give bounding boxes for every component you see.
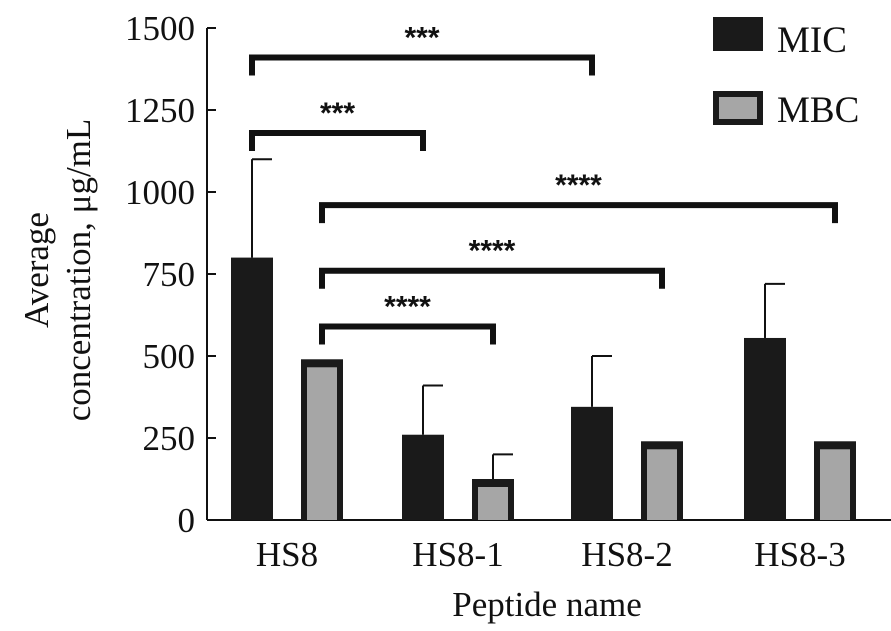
tick-labels: 0 250 500 750 1000 1250 1500 HS8 HS8-1 HS8-2 HS8-3 [125,9,846,574]
bar-mic-hs8-3 [744,337,786,520]
significance-brackets: ****************** [249,22,838,345]
bar-mic-hs8-2 [571,406,613,520]
y-tick-label: 1250 [125,91,195,130]
y-tick-label: 750 [143,255,196,294]
significance-label: **** [469,235,516,268]
legend-swatch-fill-mbc [719,97,757,119]
x-tick-label: HS8-2 [581,535,672,574]
x-tick-label: HS8-1 [412,535,503,574]
y-tick-label: 500 [143,337,196,376]
significance-label: **** [555,169,602,202]
y-tick-label: 1000 [125,173,195,212]
significance-bracket [319,267,665,289]
y-tick-label: 1500 [125,9,195,48]
legend-label-mbc: MBC [777,90,859,131]
significance-bracket [319,323,496,345]
significance-label: *** [320,97,355,130]
y-axis-title-line1: Average [17,212,56,328]
error-bars [251,158,785,479]
bar-fill-mbc-hs8-3 [820,449,850,520]
legend-label-mic: MIC [777,20,847,61]
x-tick-label: HS8 [256,535,318,574]
bar-mic-hs8-1 [402,434,444,520]
significance-bracket [249,129,426,151]
bar-fill-mbc-hs8-1 [478,487,508,520]
significance-label: *** [404,22,439,55]
significance-bracket [319,202,838,224]
bar-fill-mbc-hs8-2 [647,449,677,520]
y-axis-title-line2: concentration, μg/mL [59,119,98,422]
bar-fill-mbc-hs8 [307,367,337,520]
legend-swatch-mic [713,17,763,51]
bar-mic-hs8 [231,257,273,520]
x-tick-label: HS8-3 [754,535,845,574]
y-tick-label: 0 [178,501,196,540]
significance-bracket [249,54,595,76]
significance-label: **** [384,290,431,323]
x-axis-title: Peptide name [452,585,642,624]
bars [231,257,856,520]
y-tick-label: 250 [143,419,196,458]
legend: MIC MBC [713,17,859,131]
